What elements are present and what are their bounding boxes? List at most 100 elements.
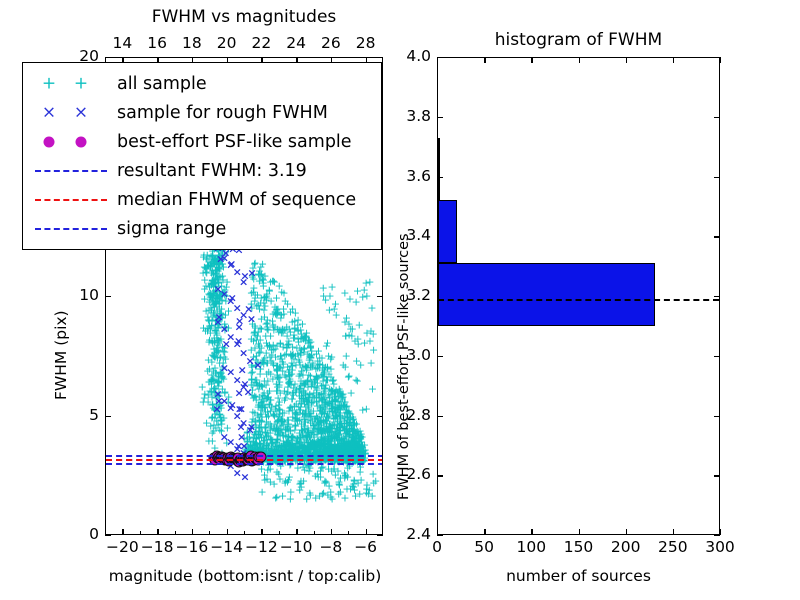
all-sample-point: + [301,401,310,412]
all-sample-point: + [217,312,226,323]
scatter-ytick [105,296,111,298]
rough-fwhm-sample-point: × [244,303,253,314]
all-sample-point: + [210,259,219,270]
scatter-yticklabel: 20 [57,47,99,65]
all-sample-point: + [217,253,226,264]
all-sample-point: + [218,258,227,269]
all-sample-point: + [209,307,218,318]
all-sample-point: + [211,297,220,308]
all-sample-point: + [218,384,227,395]
all-sample-point: + [205,334,214,345]
all-sample-point: + [353,477,362,488]
all-sample-point: + [212,286,221,297]
all-sample-point: + [211,384,220,395]
dashed-line-icon [35,198,107,201]
all-sample-point: + [211,278,220,289]
all-sample-point: + [205,364,214,375]
all-sample-point: + [214,277,223,288]
all-sample-point: + [205,376,214,387]
scatter-xtick [296,529,298,535]
all-sample-point: + [207,357,216,368]
all-sample-point: + [201,267,210,278]
histogram-yticklabel: 3.8 [387,107,431,125]
all-sample-point: + [217,403,226,414]
all-sample-point: + [209,365,218,376]
legend-entry: resultant FWHM: 3.19 [29,156,373,185]
scatter-top-tick [122,57,124,63]
all-sample-point: + [211,254,220,265]
all-sample-point: + [211,257,220,268]
all-sample-point: + [218,363,227,374]
legend-entry: + + all sample [29,69,373,98]
all-sample-point: + [208,373,217,384]
legend-label: sigma range [115,219,226,239]
all-sample-point: + [211,294,220,305]
all-sample-point: + [319,369,328,380]
all-sample-point: + [219,374,228,385]
rough-fwhm-sample-point: × [236,421,245,432]
all-sample-point: + [277,417,286,428]
all-sample-point: + [209,384,218,395]
all-sample-point: + [224,396,233,407]
scatter-top-tick [365,57,368,63]
all-sample-point: + [369,344,378,355]
all-sample-point: + [212,326,221,337]
all-sample-point: + [211,285,220,296]
all-sample-point: + [207,278,216,289]
all-sample-point: + [207,379,216,390]
all-sample-point: + [211,295,220,306]
all-sample-point: + [216,271,225,282]
all-sample-point: + [214,380,223,391]
all-sample-point: + [203,312,212,323]
all-sample-point: + [206,260,215,271]
cross-icon: × [42,104,56,121]
all-sample-point: + [211,315,220,326]
all-sample-point: + [217,246,226,257]
all-sample-point: + [214,376,223,387]
scatter-xtick [226,529,229,535]
all-sample-point: + [266,434,275,445]
legend-label: median FHWM of sequence [115,190,356,210]
all-sample-point: + [272,491,281,502]
all-sample-point: + [210,443,219,454]
all-sample-point: + [214,261,223,272]
all-sample-point: + [201,305,210,316]
all-sample-point: + [213,340,222,351]
all-sample-point: + [302,493,311,504]
all-sample-point: + [201,325,210,336]
all-sample-point: + [204,314,213,325]
rough-fwhm-sample-point: × [234,388,243,399]
scatter-top-ticklabel: 24 [276,34,316,52]
legend-label: sample for rough FWHM [115,103,328,123]
dashdot-line-icon [35,227,107,230]
rough-fwhm-sample-point: × [238,365,247,376]
all-sample-point: + [199,323,208,334]
all-sample-point: + [338,392,347,403]
all-sample-point: + [215,320,224,331]
all-sample-point: + [369,478,378,489]
all-sample-point: + [210,387,219,398]
all-sample-point: + [201,281,210,292]
all-sample-point: + [324,351,333,362]
all-sample-point: + [218,274,227,285]
scatter-yticklabel: 0 [57,525,99,543]
all-sample-point: + [200,293,209,304]
all-sample-point: + [217,281,226,292]
all-sample-point: + [212,301,221,312]
all-sample-point: + [218,286,227,297]
all-sample-point: + [263,375,272,386]
all-sample-point: + [212,260,221,271]
histogram-ytick-right [714,535,720,537]
all-sample-point: + [212,291,221,302]
all-sample-point: + [218,361,227,372]
all-sample-point: + [204,288,213,299]
all-sample-point: + [221,354,230,365]
plus-icon: + [42,75,56,92]
histogram-xtick-top [720,57,722,63]
all-sample-point: + [206,277,215,288]
all-sample-point: + [215,401,224,412]
all-sample-point: + [199,251,208,262]
all-sample-point: + [220,343,229,354]
all-sample-point: + [206,260,215,271]
all-sample-point: + [212,333,221,344]
